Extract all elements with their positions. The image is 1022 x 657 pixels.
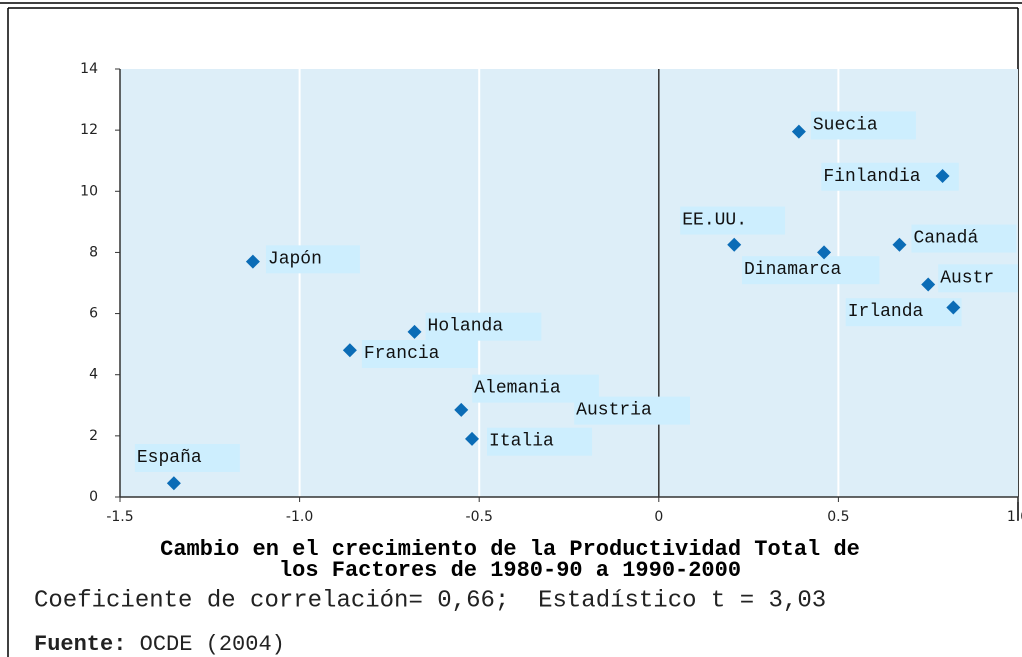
point — [791, 124, 806, 139]
label-box — [911, 224, 1017, 253]
point-label: Austria — [576, 401, 652, 421]
point-label: Japón — [268, 249, 322, 269]
grid: -1.5 -1.0 -0.5 0 0.5 1.0 0 2 4 6 8 10 12 14 — [80, 61, 1022, 525]
source-text: OCDE (2004) — [140, 632, 285, 657]
label-box — [265, 245, 360, 274]
point — [454, 402, 469, 417]
point-label: España — [137, 448, 202, 468]
x-tick-label: 1.0 — [1007, 509, 1022, 525]
title: Cambio en el crecimiento de la Productiv… — [160, 537, 860, 562]
y-tick-label: 8 — [89, 244, 98, 260]
y-tick-label: 0 — [89, 489, 98, 505]
label-box — [361, 340, 478, 369]
label-box — [821, 162, 959, 191]
label-box — [487, 427, 593, 456]
x-tick-label: -1.0 — [286, 509, 313, 525]
point — [465, 431, 480, 446]
label-box — [574, 396, 690, 425]
point — [245, 254, 260, 269]
y-tick-label: 2 — [89, 428, 98, 444]
y-tick-label: 4 — [89, 367, 98, 383]
y-tick-label: 12 — [80, 122, 98, 138]
point — [407, 324, 422, 339]
label-box — [938, 264, 1018, 293]
point — [935, 169, 950, 183]
point-label: Finlandia — [823, 167, 920, 187]
point-label: Suecia — [813, 115, 878, 135]
y-tick-label: 10 — [80, 183, 98, 199]
point-label: EE.UU. — [682, 211, 747, 231]
y-tick-label: 14 — [80, 61, 98, 77]
point-label: Canadá — [913, 229, 978, 249]
label-box — [680, 206, 786, 235]
point — [892, 237, 907, 252]
point-label: Dinamarca — [744, 260, 841, 280]
source: Fuente: OCDE (2004) — [34, 632, 285, 657]
point — [817, 245, 832, 260]
point — [946, 300, 961, 315]
title-line2: los Factores de 1980-90 a 1990-2000 — [279, 558, 741, 583]
x-tick-label: 0.5 — [827, 509, 849, 525]
point-label: Austr — [940, 268, 994, 288]
label-box — [134, 443, 240, 472]
label-box — [425, 312, 542, 341]
point-label: Alemania — [474, 379, 561, 399]
subtitle: Coeficiente de correlación= 0,66; Estadí… — [34, 587, 826, 614]
point-label: Irlanda — [848, 302, 924, 322]
point — [921, 277, 936, 292]
label-box — [845, 298, 962, 327]
x-tick-label: 0 — [654, 509, 663, 525]
label-box — [810, 111, 916, 140]
source-label: Fuente: — [34, 632, 126, 657]
y-tick-label: 6 — [89, 306, 98, 322]
point-label: Francia — [364, 344, 440, 364]
x-tick-label: -0.5 — [466, 509, 493, 525]
point-label: Holanda — [428, 317, 504, 337]
marks: España Japón Holanda Francia Alemania Italia E… — [134, 111, 1018, 491]
point-label: Italia — [489, 432, 554, 452]
point — [166, 476, 181, 491]
label-box — [742, 256, 880, 285]
x-tick-label: -1.5 — [106, 509, 133, 525]
point — [727, 237, 742, 252]
point — [342, 343, 357, 358]
